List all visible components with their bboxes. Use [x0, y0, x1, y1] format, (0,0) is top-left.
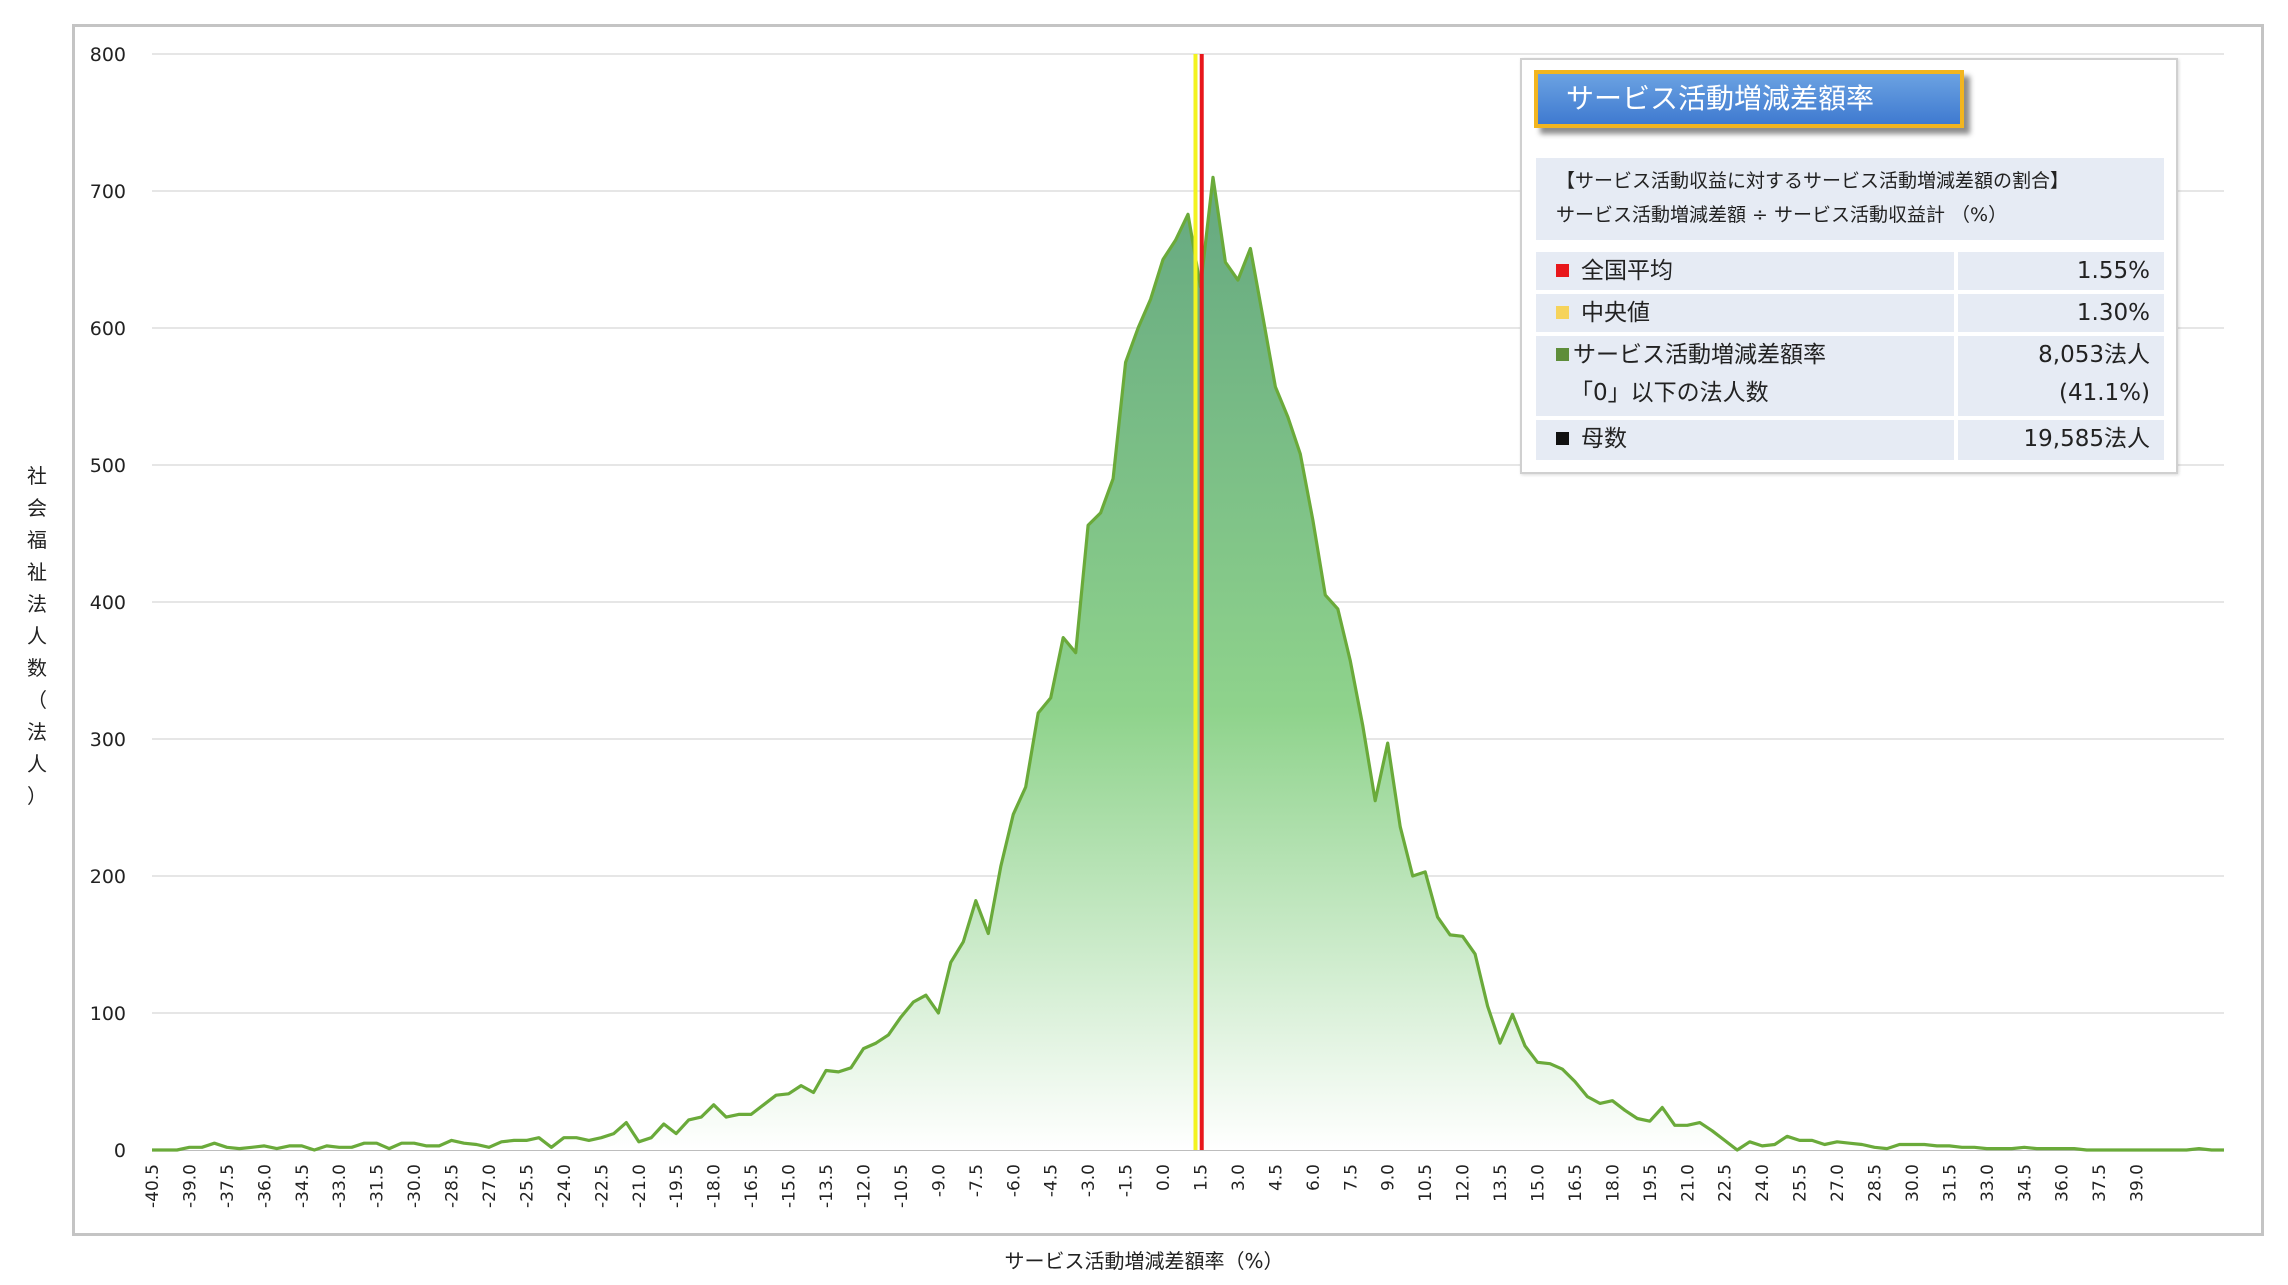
x-tick-label: -12.0 — [854, 1164, 874, 1208]
legend-row-total: 母数 19,585法人 — [1536, 420, 2164, 460]
x-tick-label: 1.5 — [1191, 1164, 1211, 1191]
x-tick-label: -21.0 — [630, 1164, 650, 1208]
y-tick-label: 600 — [90, 318, 126, 340]
x-tick-label: -31.5 — [368, 1164, 388, 1208]
x-tick-label: 36.0 — [2053, 1164, 2073, 1202]
x-tick-label: -22.5 — [592, 1164, 612, 1208]
x-tick-label: 13.5 — [1491, 1164, 1511, 1202]
legend-description-line2: サービス活動増減差額 ÷ サービス活動収益計 （%） — [1556, 204, 2008, 226]
x-tick-label: -19.5 — [667, 1164, 687, 1208]
legend-label: サービス活動増減差額率 — [1573, 342, 1826, 368]
y-tick-label: 300 — [90, 729, 126, 751]
legend-value: 1.30% — [2076, 300, 2150, 326]
black-square-icon — [1556, 432, 1569, 445]
x-tick-label: 27.0 — [1828, 1164, 1848, 1202]
x-tick-label: 22.5 — [1716, 1164, 1736, 1202]
x-tick-label: -25.5 — [517, 1164, 537, 1208]
x-tick-label: 6.0 — [1304, 1164, 1324, 1191]
legend-value-sub: (41.1%) — [2058, 380, 2150, 406]
x-tick-label: 37.5 — [2090, 1164, 2110, 1202]
legend-value: 1.55% — [2076, 258, 2150, 284]
x-tick-label: -33.0 — [330, 1164, 350, 1208]
x-tick-label: -3.0 — [1079, 1164, 1099, 1197]
yellow-square-icon — [1556, 306, 1569, 319]
x-tick-label: -13.5 — [817, 1164, 837, 1208]
legend-label: 全国平均 — [1581, 258, 1673, 284]
legend-row-negative-count: サービス活動増減差額率 「0」以下の法人数 8,053法人 (41.1%) — [1536, 336, 2164, 416]
legend-title: サービス活動増減差額率 — [1534, 70, 1964, 128]
x-tick-label: 4.5 — [1266, 1164, 1286, 1191]
legend-description: 【サービス活動収益に対するサービス活動増減差額の割合】 サービス活動増減差額 ÷… — [1536, 158, 2164, 240]
x-tick-label: -37.5 — [218, 1164, 238, 1208]
x-tick-label: -30.0 — [405, 1164, 425, 1208]
legend-label: 母数 — [1581, 426, 1627, 452]
x-tick-label: -27.0 — [480, 1164, 500, 1208]
x-tick-label: 0.0 — [1154, 1164, 1174, 1191]
x-tick-label: 19.5 — [1641, 1164, 1661, 1202]
legend-panel: サービス活動増減差額率 【サービス活動収益に対するサービス活動増減差額の割合】 … — [1520, 58, 2178, 474]
x-tick-label: 7.5 — [1341, 1164, 1361, 1191]
y-tick-label: 0 — [114, 1140, 126, 1162]
x-tick-label: -10.5 — [892, 1164, 912, 1208]
series-line — [152, 175, 2224, 1152]
x-tick-label: 9.0 — [1379, 1164, 1399, 1191]
legend-value: 19,585法人 — [2023, 426, 2150, 452]
x-tick-label: -16.5 — [742, 1164, 762, 1208]
x-tick-label: 3.0 — [1229, 1164, 1249, 1191]
x-tick-label: 12.0 — [1454, 1164, 1474, 1202]
x-tick-label: -9.0 — [929, 1164, 949, 1197]
x-tick-label: 34.5 — [2015, 1164, 2035, 1202]
legend-description-line1: 【サービス活動収益に対するサービス活動増減差額の割合】 — [1556, 170, 2070, 192]
x-tick-label: 31.5 — [1940, 1164, 1960, 1202]
legend-value: 8,053法人 — [2038, 342, 2150, 368]
red-square-icon — [1556, 264, 1569, 277]
x-tick-label: -24.0 — [555, 1164, 575, 1208]
x-tick-label: 28.5 — [1866, 1164, 1886, 1202]
x-tick-label: 21.0 — [1678, 1164, 1698, 1202]
x-tick-label: -1.5 — [1117, 1164, 1137, 1197]
x-tick-label: -4.5 — [1042, 1164, 1062, 1197]
x-tick-label: -34.5 — [293, 1164, 313, 1208]
green-square-icon — [1556, 348, 1569, 361]
x-tick-label: 30.0 — [1903, 1164, 1923, 1202]
x-tick-label: -15.0 — [780, 1164, 800, 1208]
x-tick-label: -39.0 — [180, 1164, 200, 1208]
x-tick-label: 10.5 — [1416, 1164, 1436, 1202]
x-tick-label: 24.0 — [1753, 1164, 1773, 1202]
x-tick-label: -6.0 — [1004, 1164, 1024, 1197]
y-axis-label: 社会福祉法人数（法人） — [27, 464, 47, 808]
legend-label: 中央値 — [1581, 300, 1650, 326]
legend-row-national-average: 全国平均 1.55% — [1536, 252, 2164, 290]
y-tick-label: 200 — [90, 866, 126, 888]
y-tick-label: 500 — [90, 455, 126, 477]
x-tick-label: 39.0 — [2128, 1164, 2148, 1202]
x-tick-label: -28.5 — [443, 1164, 463, 1208]
x-tick-label: 33.0 — [1978, 1164, 1998, 1202]
x-tick-label: -7.5 — [967, 1164, 987, 1197]
series-area — [152, 177, 2224, 1151]
x-tick-label: 16.5 — [1566, 1164, 1586, 1202]
x-tick-label: -36.0 — [255, 1164, 275, 1208]
x-tick-label: 18.0 — [1603, 1164, 1623, 1202]
y-tick-label: 400 — [90, 592, 126, 614]
chart-frame — [72, 24, 2264, 1236]
x-tick-label: 25.5 — [1791, 1164, 1811, 1202]
legend-label-sub: 「0」以下の法人数 — [1570, 380, 1769, 406]
x-tick-label: 15.0 — [1528, 1164, 1548, 1202]
y-tick-label: 800 — [90, 44, 126, 66]
x-axis-label: サービス活動増減差額率（%） — [1004, 1249, 1284, 1273]
y-tick-label: 700 — [90, 181, 126, 203]
x-tick-label: -40.5 — [143, 1164, 163, 1208]
x-tick-label: -18.0 — [705, 1164, 725, 1208]
y-tick-label: 100 — [90, 1003, 126, 1025]
legend-row-median: 中央値 1.30% — [1536, 294, 2164, 332]
